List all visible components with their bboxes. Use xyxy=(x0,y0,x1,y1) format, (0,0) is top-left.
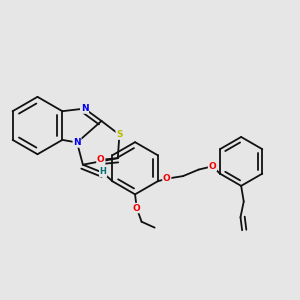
Text: N: N xyxy=(81,104,88,113)
Text: O: O xyxy=(133,203,141,212)
Text: O: O xyxy=(208,162,216,171)
Text: S: S xyxy=(116,130,123,139)
Text: H: H xyxy=(100,167,106,176)
Text: O: O xyxy=(97,155,105,164)
Text: N: N xyxy=(73,138,81,147)
Text: O: O xyxy=(163,174,171,183)
